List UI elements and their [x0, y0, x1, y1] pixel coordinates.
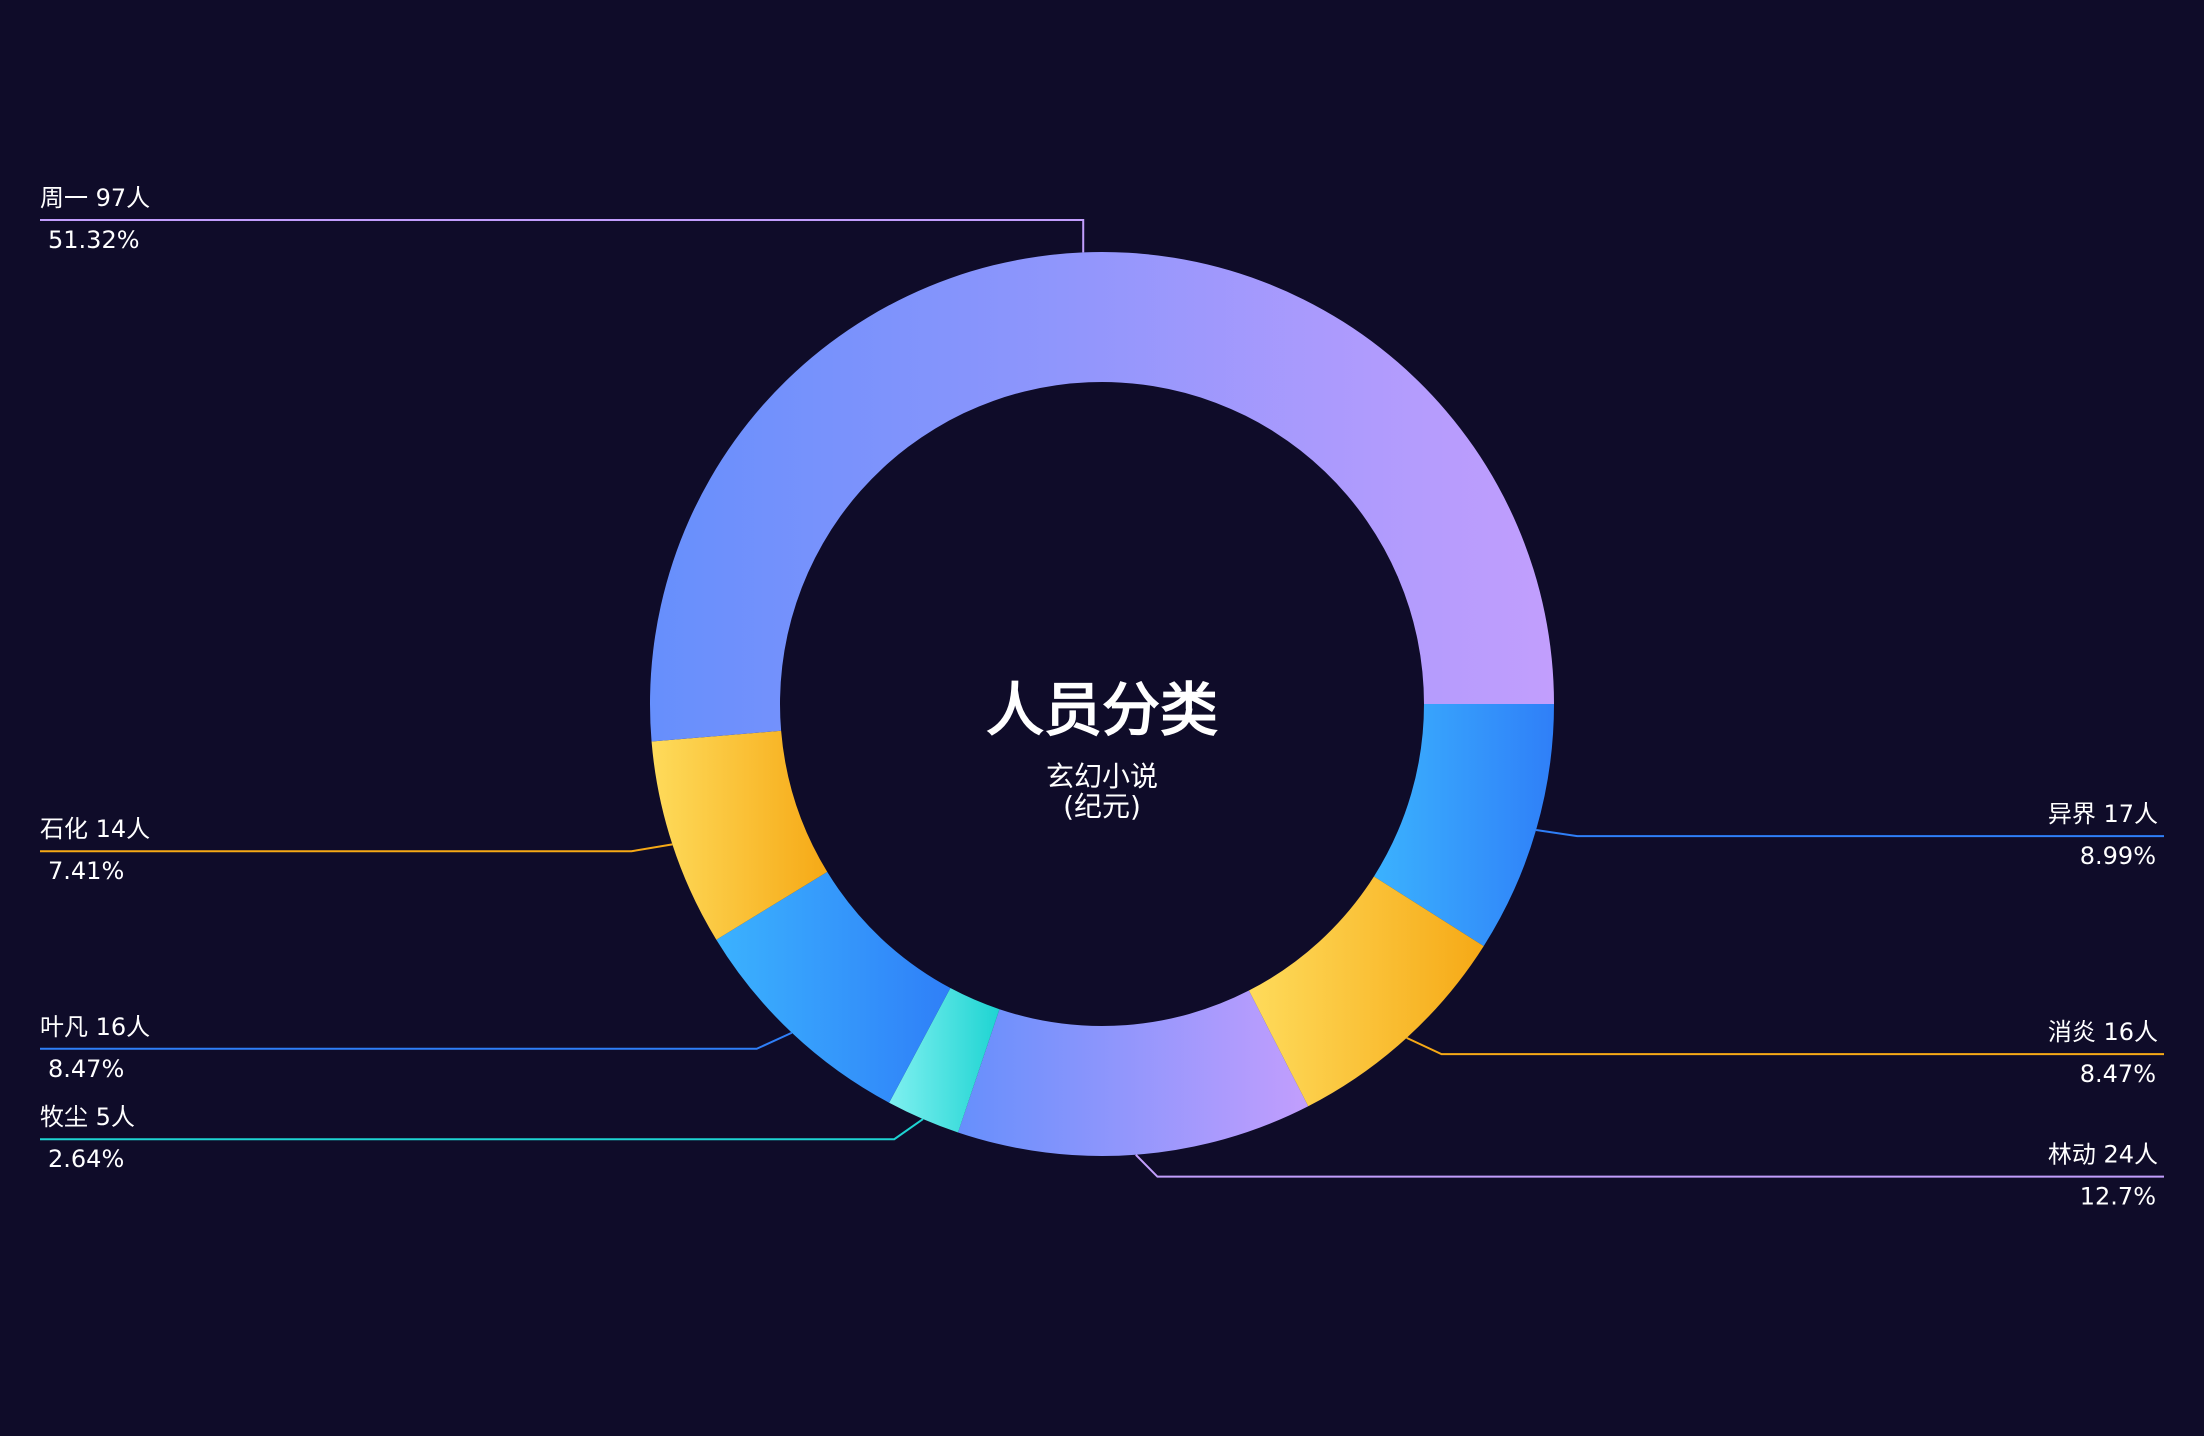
label-percent-异界: 8.99% — [2080, 842, 2156, 870]
label-percent-叶凡: 8.47% — [48, 1055, 124, 1083]
leader-line-周一 — [40, 219, 1085, 253]
leader-line-异界 — [1535, 829, 2164, 838]
label-name-石化: 石化 14人 — [40, 815, 150, 843]
leader-line-牧尘 — [40, 1118, 924, 1141]
label-name-牧尘: 牧尘 5人 — [40, 1103, 135, 1131]
label-name-林动: 林动 24人 — [2048, 1141, 2158, 1169]
label-percent-消炎: 8.47% — [2080, 1060, 2156, 1088]
slice-叶凡[interactable] — [716, 871, 951, 1103]
leader-line-林动 — [1135, 1154, 2164, 1178]
chart-subtitle-line1: 玄幻小说 — [1046, 760, 1158, 793]
label-percent-牧尘: 2.64% — [48, 1145, 124, 1173]
slice-异界[interactable] — [1373, 704, 1554, 947]
slice-消炎[interactable] — [1248, 876, 1484, 1107]
leader-line-消炎 — [1406, 1036, 2164, 1056]
slice-周一[interactable] — [649, 251, 1554, 742]
label-name-周一: 周一 97人 — [40, 184, 150, 212]
label-percent-石化: 7.41% — [48, 857, 124, 885]
leader-lines-layer — [40, 219, 2164, 1178]
leader-line-叶凡 — [40, 1031, 793, 1050]
label-percent-周一: 51.32% — [48, 226, 140, 254]
slice-林动[interactable] — [958, 990, 1309, 1156]
leader-line-石化 — [40, 843, 673, 853]
slice-石化[interactable] — [651, 730, 828, 940]
chart-subtitle-line2: (纪元) — [1063, 790, 1141, 823]
label-name-消炎: 消炎 16人 — [2048, 1018, 2158, 1046]
labels-layer: 异界 17人 8.99% 消炎 16人 8.47% 林动 24人 12.7% 牧尘 5人 2.… — [40, 184, 2158, 1211]
chart-title: 人员分类 — [986, 676, 1218, 744]
label-percent-林动: 12.7% — [2080, 1183, 2156, 1211]
slices-layer — [649, 251, 1554, 1156]
label-name-异界: 异界 17人 — [2048, 800, 2158, 828]
label-name-叶凡: 叶凡 16人 — [40, 1013, 150, 1041]
slice-牧尘[interactable] — [889, 988, 1000, 1133]
